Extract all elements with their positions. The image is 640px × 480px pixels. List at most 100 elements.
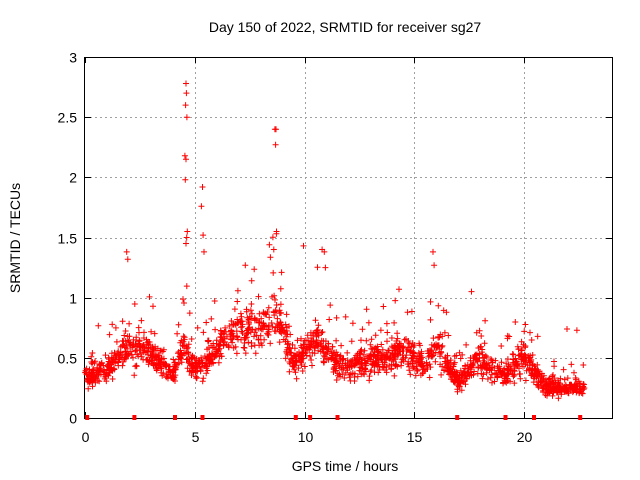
data-point [249, 310, 255, 317]
data-point [208, 315, 215, 322]
data-point [131, 372, 138, 379]
data-point [530, 379, 537, 386]
data-point [258, 340, 264, 347]
data-point [122, 328, 129, 334]
y-tick-label: 2 [69, 170, 77, 186]
data-point [534, 333, 541, 340]
data-point [266, 314, 273, 321]
data-point [228, 318, 235, 324]
data-point [379, 346, 386, 353]
data-point [202, 355, 209, 362]
data-point [82, 369, 89, 375]
data-point [175, 321, 182, 328]
data-point [87, 369, 94, 376]
data-point [397, 340, 404, 347]
data-point [407, 349, 413, 356]
data-point [136, 340, 143, 347]
data-points [82, 80, 588, 420]
data-point [123, 350, 130, 357]
data-point [273, 228, 280, 235]
data-point [239, 323, 246, 330]
data-point [289, 341, 296, 348]
data-point [106, 356, 112, 363]
x-tick-label: 10 [298, 429, 314, 445]
data-point [484, 376, 491, 382]
data-point [242, 262, 249, 269]
data-point [527, 329, 533, 336]
data-point [225, 343, 232, 350]
data-point [201, 248, 207, 255]
data-point [183, 234, 190, 241]
data-point [459, 351, 466, 358]
data-point [229, 339, 236, 346]
data-point [211, 353, 218, 360]
data-point [300, 350, 307, 357]
data-point [287, 356, 294, 363]
data-point [251, 266, 258, 273]
data-point [340, 356, 346, 363]
data-point [498, 359, 505, 366]
data-point [363, 337, 370, 344]
data-point [573, 388, 580, 395]
data-point [522, 377, 529, 384]
data-point [208, 350, 215, 357]
data-point [450, 361, 457, 368]
data-point [539, 375, 546, 382]
data-point [194, 324, 201, 331]
data-point [252, 350, 259, 357]
zero-marker [503, 415, 508, 420]
data-point [392, 342, 399, 349]
y-tick-label: 1.5 [58, 231, 78, 247]
data-point [355, 358, 362, 365]
data-point [557, 375, 564, 382]
data-point [244, 314, 251, 321]
data-point [237, 310, 244, 317]
data-point [273, 126, 279, 133]
data-point [324, 345, 331, 352]
data-point [210, 360, 216, 367]
data-point [518, 338, 525, 345]
data-point [454, 369, 461, 376]
data-point [88, 359, 95, 365]
data-point [271, 328, 278, 334]
data-point [527, 366, 534, 373]
data-point [115, 351, 122, 358]
y-tick-label: 1 [69, 291, 77, 307]
data-point [513, 358, 520, 365]
data-point [468, 371, 474, 378]
data-point [300, 341, 307, 348]
data-point [435, 302, 442, 309]
data-point [342, 369, 349, 376]
data-point [338, 364, 344, 371]
data-point [270, 269, 277, 276]
data-point [518, 360, 525, 367]
data-point [414, 367, 421, 374]
data-point [309, 362, 315, 369]
data-point [265, 304, 272, 311]
data-point [186, 368, 193, 375]
data-point [383, 320, 390, 327]
data-point [378, 341, 385, 348]
data-point [418, 348, 425, 355]
data-point [393, 338, 400, 344]
data-point [177, 339, 184, 346]
data-point [378, 352, 385, 359]
data-point [457, 355, 464, 362]
data-point [181, 300, 187, 306]
data-point [213, 348, 219, 355]
data-point [368, 367, 375, 374]
data-point [248, 340, 255, 346]
data-point [201, 353, 208, 360]
data-point [521, 328, 528, 335]
data-point [389, 356, 396, 363]
data-point [243, 330, 250, 337]
data-point [394, 350, 401, 357]
data-point [564, 375, 571, 382]
data-point [151, 330, 158, 337]
data-point [545, 387, 552, 394]
zero-marker [200, 415, 205, 420]
data-point [123, 342, 130, 349]
data-point [377, 327, 384, 334]
data-point [186, 360, 193, 367]
data-point [468, 364, 475, 371]
